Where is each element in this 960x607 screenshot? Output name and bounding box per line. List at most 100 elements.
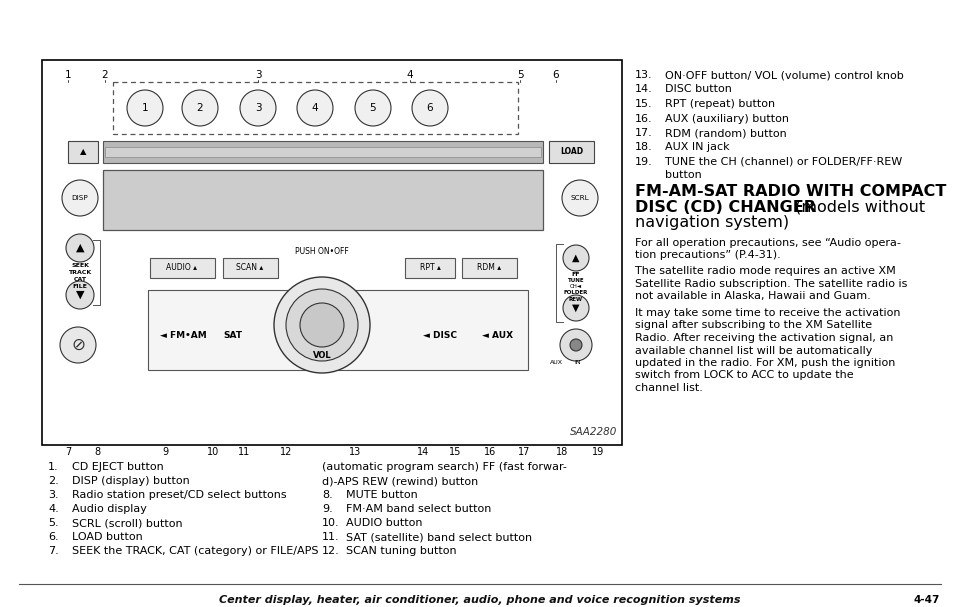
Text: CAT: CAT: [74, 277, 86, 282]
Circle shape: [274, 277, 370, 373]
Bar: [549, 141, 594, 163]
Text: AUX: AUX: [549, 359, 563, 364]
Text: 15: 15: [449, 447, 461, 457]
Bar: [103, 141, 543, 163]
Circle shape: [412, 90, 448, 126]
Text: Audio display: Audio display: [72, 504, 147, 514]
Text: 4-47: 4-47: [914, 595, 940, 605]
Text: SCAN tuning button: SCAN tuning button: [346, 546, 457, 556]
Text: not available in Alaska, Hawaii and Guam.: not available in Alaska, Hawaii and Guam…: [635, 291, 871, 302]
Text: 14: 14: [417, 447, 429, 457]
Text: 5: 5: [370, 103, 376, 113]
Text: DISP (display) button: DISP (display) button: [72, 476, 190, 486]
Text: 7: 7: [65, 447, 71, 457]
Text: REW: REW: [569, 297, 583, 302]
Text: 10.: 10.: [322, 518, 340, 528]
Text: MUTE button: MUTE button: [346, 490, 418, 500]
Bar: [105, 147, 541, 157]
Text: PUSH ON•OFF: PUSH ON•OFF: [295, 248, 348, 257]
Text: tion precautions” (P.4-31).: tion precautions” (P.4-31).: [635, 250, 780, 260]
Text: 10: 10: [206, 447, 219, 457]
Text: 1: 1: [64, 70, 71, 80]
Text: ON·OFF button/ VOL (volume) control knob: ON·OFF button/ VOL (volume) control knob: [665, 70, 903, 80]
Text: 13: 13: [348, 447, 361, 457]
Text: 4.: 4.: [48, 504, 59, 514]
Text: CH◄: CH◄: [570, 284, 582, 289]
Text: switch from LOCK to ACC to update the: switch from LOCK to ACC to update the: [635, 370, 853, 381]
Text: 3: 3: [254, 70, 261, 80]
Text: 11: 11: [238, 447, 251, 457]
Text: AUDIO button: AUDIO button: [346, 518, 422, 528]
Text: FM·AM band select button: FM·AM band select button: [346, 504, 492, 514]
Text: LOAD button: LOAD button: [72, 532, 143, 542]
Text: 2: 2: [102, 70, 108, 80]
Text: (models without: (models without: [790, 200, 925, 214]
Circle shape: [182, 90, 218, 126]
Text: ◄ AUX: ◄ AUX: [483, 330, 514, 339]
Text: DISP: DISP: [72, 195, 88, 201]
Text: signal after subscribing to the XM Satellite: signal after subscribing to the XM Satel…: [635, 320, 872, 330]
Text: 18.: 18.: [635, 143, 653, 152]
Text: 18: 18: [556, 447, 568, 457]
Text: 12: 12: [279, 447, 292, 457]
Text: SCRL: SCRL: [570, 195, 589, 201]
Text: navigation system): navigation system): [635, 215, 789, 231]
Text: Radio station preset/CD select buttons: Radio station preset/CD select buttons: [72, 490, 287, 500]
Text: ▼: ▼: [76, 290, 84, 300]
Text: TRACK: TRACK: [68, 270, 91, 275]
Circle shape: [355, 90, 391, 126]
Text: RDM (random) button: RDM (random) button: [665, 128, 787, 138]
Text: FOLDER: FOLDER: [564, 290, 588, 295]
Circle shape: [300, 303, 344, 347]
Text: 14.: 14.: [635, 84, 653, 95]
Text: For all operation precautions, see “Audio opera-: For all operation precautions, see “Audi…: [635, 237, 900, 248]
Text: 6: 6: [553, 70, 560, 80]
Text: 8.: 8.: [322, 490, 333, 500]
Bar: [150, 258, 215, 278]
Bar: [68, 141, 98, 163]
Text: 17: 17: [517, 447, 530, 457]
Circle shape: [66, 281, 94, 309]
Circle shape: [127, 90, 163, 126]
Text: RPT (repeat) button: RPT (repeat) button: [665, 99, 775, 109]
Text: 8: 8: [94, 447, 100, 457]
Text: SCRL (scroll) button: SCRL (scroll) button: [72, 518, 182, 528]
Text: SEEK the TRACK, CAT (category) or FILE/APS: SEEK the TRACK, CAT (category) or FILE/A…: [72, 546, 319, 556]
Bar: [223, 258, 278, 278]
Text: AUDIO ▴: AUDIO ▴: [166, 263, 198, 273]
Text: Satellite Radio subscription. The satellite radio is: Satellite Radio subscription. The satell…: [635, 279, 907, 289]
Text: 11.: 11.: [322, 532, 340, 542]
Text: ▼: ▼: [572, 303, 580, 313]
Bar: [113, 82, 518, 134]
Bar: [405, 258, 455, 278]
Text: Center display, heater, air conditioner, audio, phone and voice recognition syst: Center display, heater, air conditioner,…: [219, 595, 741, 605]
Text: SAA2280: SAA2280: [569, 427, 617, 437]
Text: 19: 19: [592, 447, 604, 457]
Text: 12.: 12.: [322, 546, 340, 556]
Text: ▲: ▲: [572, 253, 580, 263]
Text: FM-AM-SAT RADIO WITH COMPACT: FM-AM-SAT RADIO WITH COMPACT: [635, 183, 947, 198]
Text: SEEK: SEEK: [71, 263, 89, 268]
Text: 3: 3: [254, 103, 261, 113]
Text: 6.: 6.: [48, 532, 59, 542]
Bar: [42, 60, 622, 445]
Text: 16: 16: [484, 447, 496, 457]
Text: (automatic program search) FF (fast forwar-: (automatic program search) FF (fast forw…: [322, 462, 566, 472]
Circle shape: [62, 180, 98, 216]
Text: It may take some time to receive the activation: It may take some time to receive the act…: [635, 308, 900, 318]
Text: 2: 2: [197, 103, 204, 113]
Text: RPT ▴: RPT ▴: [420, 263, 441, 273]
Text: updated in the radio. For XM, push the ignition: updated in the radio. For XM, push the i…: [635, 358, 896, 368]
Text: 17.: 17.: [635, 128, 653, 138]
Circle shape: [60, 327, 96, 363]
Text: 7.: 7.: [48, 546, 59, 556]
Text: ⊘: ⊘: [71, 336, 84, 354]
Text: TUNE: TUNE: [567, 278, 585, 283]
Circle shape: [240, 90, 276, 126]
Text: SAT (satellite) band select button: SAT (satellite) band select button: [346, 532, 532, 542]
Bar: [103, 170, 543, 230]
Text: 6: 6: [426, 103, 433, 113]
Text: AUX (auxiliary) button: AUX (auxiliary) button: [665, 114, 789, 123]
Text: AUX IN jack: AUX IN jack: [665, 143, 730, 152]
Text: 9: 9: [162, 447, 168, 457]
